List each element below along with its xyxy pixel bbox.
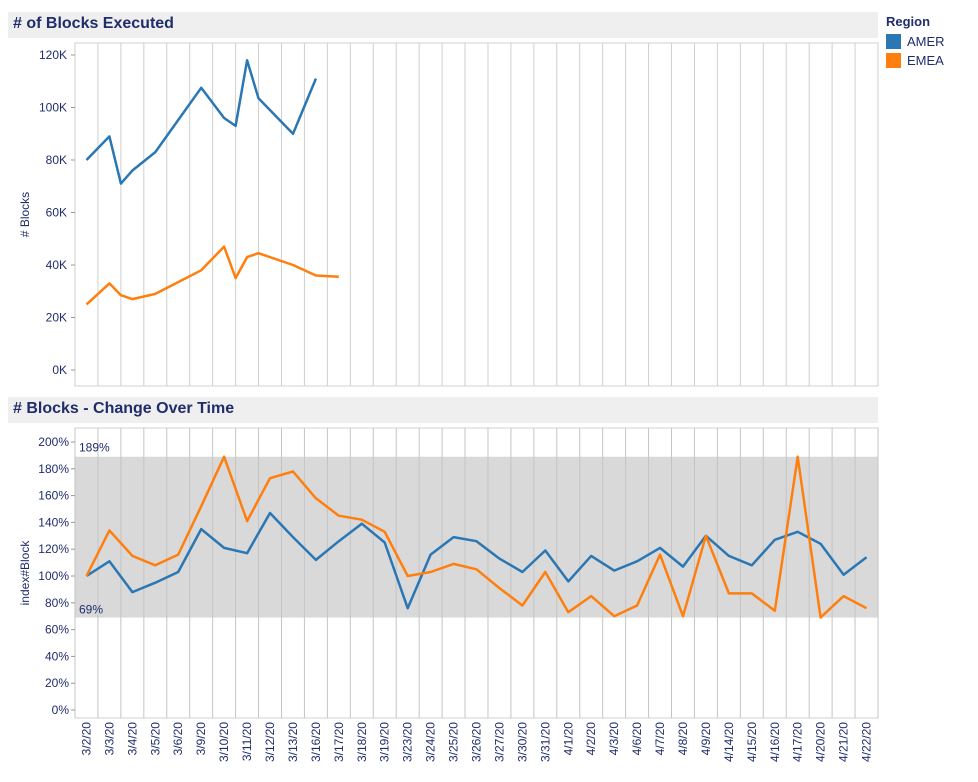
x-tick-label: 3/17/20	[332, 722, 346, 762]
x-tick-label: 3/18/20	[355, 722, 369, 762]
reference-band	[75, 456, 878, 618]
chart2-y-tick-label: 100%	[38, 569, 69, 583]
chart2-y-axis-label: index#Block	[18, 540, 32, 606]
legend-swatch-emea	[886, 53, 901, 68]
chart1-y-tick-label: 20K	[46, 311, 67, 325]
x-tick-label: 3/3/20	[102, 722, 116, 756]
chart2-y-tick-label: 40%	[45, 649, 69, 663]
chart2-y-tick-label: 20%	[45, 676, 69, 690]
chart2-y-tick-label: 80%	[45, 596, 69, 610]
x-tick-label: 4/17/20	[791, 722, 805, 762]
chart1-series-emea	[85, 245, 339, 306]
x-tick-label: 4/8/20	[676, 722, 690, 756]
chart2-y-tick-label: 180%	[38, 462, 69, 476]
x-tick-label: 3/5/20	[148, 722, 162, 756]
x-tick-label: 3/23/20	[401, 722, 415, 762]
reference-band-high-label: 189%	[79, 441, 110, 455]
x-tick-label: 4/7/20	[653, 722, 667, 756]
x-tick-label: 4/6/20	[630, 722, 644, 756]
chart1-y-tick-label: 0K	[52, 363, 67, 377]
legend-item-amer[interactable]: AMER	[886, 32, 976, 51]
x-tick-label: 3/4/20	[125, 722, 139, 756]
legend-label-amer: AMER	[907, 34, 945, 49]
x-tick-label: 4/22/20	[860, 722, 874, 762]
chart2-title-bar: # Blocks - Change Over Time	[8, 397, 878, 423]
x-tick-label: 3/13/20	[286, 722, 300, 762]
x-tick-label: 4/9/20	[699, 722, 713, 756]
chart2-y-tick-label: 160%	[38, 489, 69, 503]
x-tick-label: 3/31/20	[538, 722, 552, 762]
legend[interactable]: Region AMER EMEA	[886, 14, 976, 70]
chart1-y-tick-label: 80K	[46, 153, 67, 167]
x-tick-label: 3/10/20	[217, 722, 231, 762]
x-tick-label: 3/19/20	[378, 722, 392, 762]
x-tick-label: 4/15/20	[745, 722, 759, 762]
reference-band-low-label: 69%	[79, 603, 103, 617]
chart1-title-bar: # of Blocks Executed	[8, 12, 878, 38]
legend-item-emea[interactable]: EMEA	[886, 51, 976, 70]
x-tick-label: 4/16/20	[768, 722, 782, 762]
x-tick-label: 3/11/20	[240, 722, 254, 761]
x-tick-label: 3/24/20	[424, 722, 438, 762]
chart2-series-emea	[85, 455, 868, 619]
x-tick-label: 4/14/20	[722, 722, 736, 762]
chart2-y-tick-label: 140%	[38, 515, 69, 529]
chart1-y-tick-label: 120K	[39, 48, 67, 62]
chart2-y-tick-label: 0%	[52, 703, 70, 717]
x-tick-label: 4/21/20	[837, 722, 851, 762]
x-tick-label: 3/16/20	[309, 722, 323, 762]
chart1-title: # of Blocks Executed	[13, 15, 174, 32]
x-tick-label: 4/2/20	[584, 722, 598, 756]
chart1-y-tick-label: 100K	[39, 101, 67, 115]
x-tick-label: 4/20/20	[814, 722, 828, 762]
chart1-y-axis-label: # Blocks	[18, 192, 32, 237]
x-tick-label: 3/12/20	[263, 722, 277, 762]
chart2-y-tick-label: 120%	[38, 542, 69, 556]
x-tick-label: 3/6/20	[171, 722, 185, 756]
chart1-y-tick-label: 60K	[46, 206, 67, 220]
x-tick-label: 4/1/20	[561, 722, 575, 756]
x-tick-label: 3/26/20	[470, 722, 484, 762]
x-tick-label: 3/27/20	[492, 722, 506, 762]
x-tick-label: 4/3/20	[607, 722, 621, 756]
chart1-y-tick-label: 40K	[46, 258, 67, 272]
x-tick-label: 3/2/20	[79, 722, 93, 756]
legend-title: Region	[886, 14, 931, 29]
chart1-series-amer	[85, 59, 318, 185]
legend-swatch-amer	[886, 34, 901, 49]
chart2-y-tick-label: 60%	[45, 623, 69, 637]
x-tick-label: 3/9/20	[194, 722, 208, 756]
chart2-series-amer	[85, 511, 868, 610]
x-tick-label: 3/30/20	[515, 722, 529, 762]
legend-label-emea: EMEA	[907, 53, 944, 68]
chart1-plot-area	[74, 42, 879, 387]
x-tick-label: 3/25/20	[447, 722, 461, 762]
chart2-y-tick-label: 200%	[38, 435, 69, 449]
chart2-title: # Blocks - Change Over Time	[13, 400, 235, 417]
